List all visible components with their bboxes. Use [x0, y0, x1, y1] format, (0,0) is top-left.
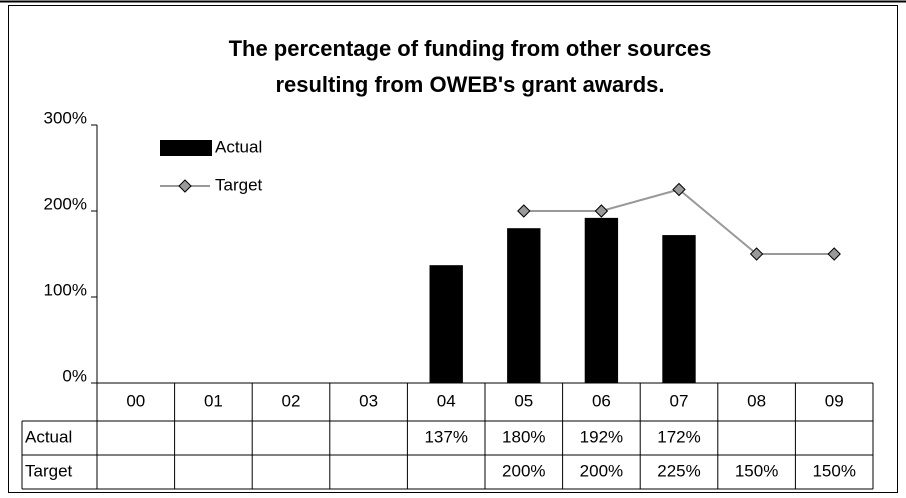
x-tick-label: 07 — [670, 391, 689, 410]
table-value: 150% — [812, 461, 855, 480]
x-tick-label: 03 — [359, 391, 378, 410]
chart-title: resulting from OWEB's grant awards. — [275, 72, 664, 97]
x-tick-label: 00 — [126, 391, 145, 410]
x-tick-label: 04 — [437, 391, 456, 410]
legend-marker — [178, 179, 192, 193]
bar — [429, 265, 463, 383]
table-row-header: Target — [25, 461, 73, 480]
table-value: 225% — [657, 461, 700, 480]
y-tick-label: 0% — [62, 366, 87, 385]
legend-label: Target — [215, 175, 263, 194]
y-tick-label: 300% — [44, 108, 87, 127]
line-marker — [594, 204, 609, 218]
table-row-header: Actual — [25, 427, 72, 446]
line-marker — [827, 247, 841, 261]
table-value: 172% — [657, 427, 700, 446]
y-tick-label: 100% — [44, 280, 87, 299]
bar — [584, 217, 619, 383]
y-tick-label: 200% — [44, 194, 87, 213]
table-value: 150% — [735, 461, 778, 480]
bar — [662, 235, 696, 383]
table-value: 180% — [502, 427, 545, 446]
legend-label: Actual — [215, 137, 262, 156]
table-value: 137% — [424, 427, 467, 446]
x-tick-label: 02 — [282, 391, 301, 410]
x-tick-label: 09 — [825, 391, 844, 410]
bar — [507, 228, 541, 383]
line-marker — [672, 182, 686, 197]
chart-title: The percentage of funding from other sou… — [229, 36, 712, 61]
chart-frame — [8, 5, 898, 493]
x-tick-label: 05 — [514, 391, 533, 410]
line-marker — [517, 204, 531, 218]
table-value: 200% — [580, 461, 623, 480]
x-tick-label: 08 — [747, 391, 766, 410]
table-value: 200% — [502, 461, 545, 480]
table-value: 192% — [580, 427, 623, 446]
line-marker — [749, 247, 764, 261]
x-tick-label: 01 — [204, 391, 223, 410]
legend-swatch — [160, 140, 212, 156]
x-tick-label: 06 — [592, 391, 611, 410]
